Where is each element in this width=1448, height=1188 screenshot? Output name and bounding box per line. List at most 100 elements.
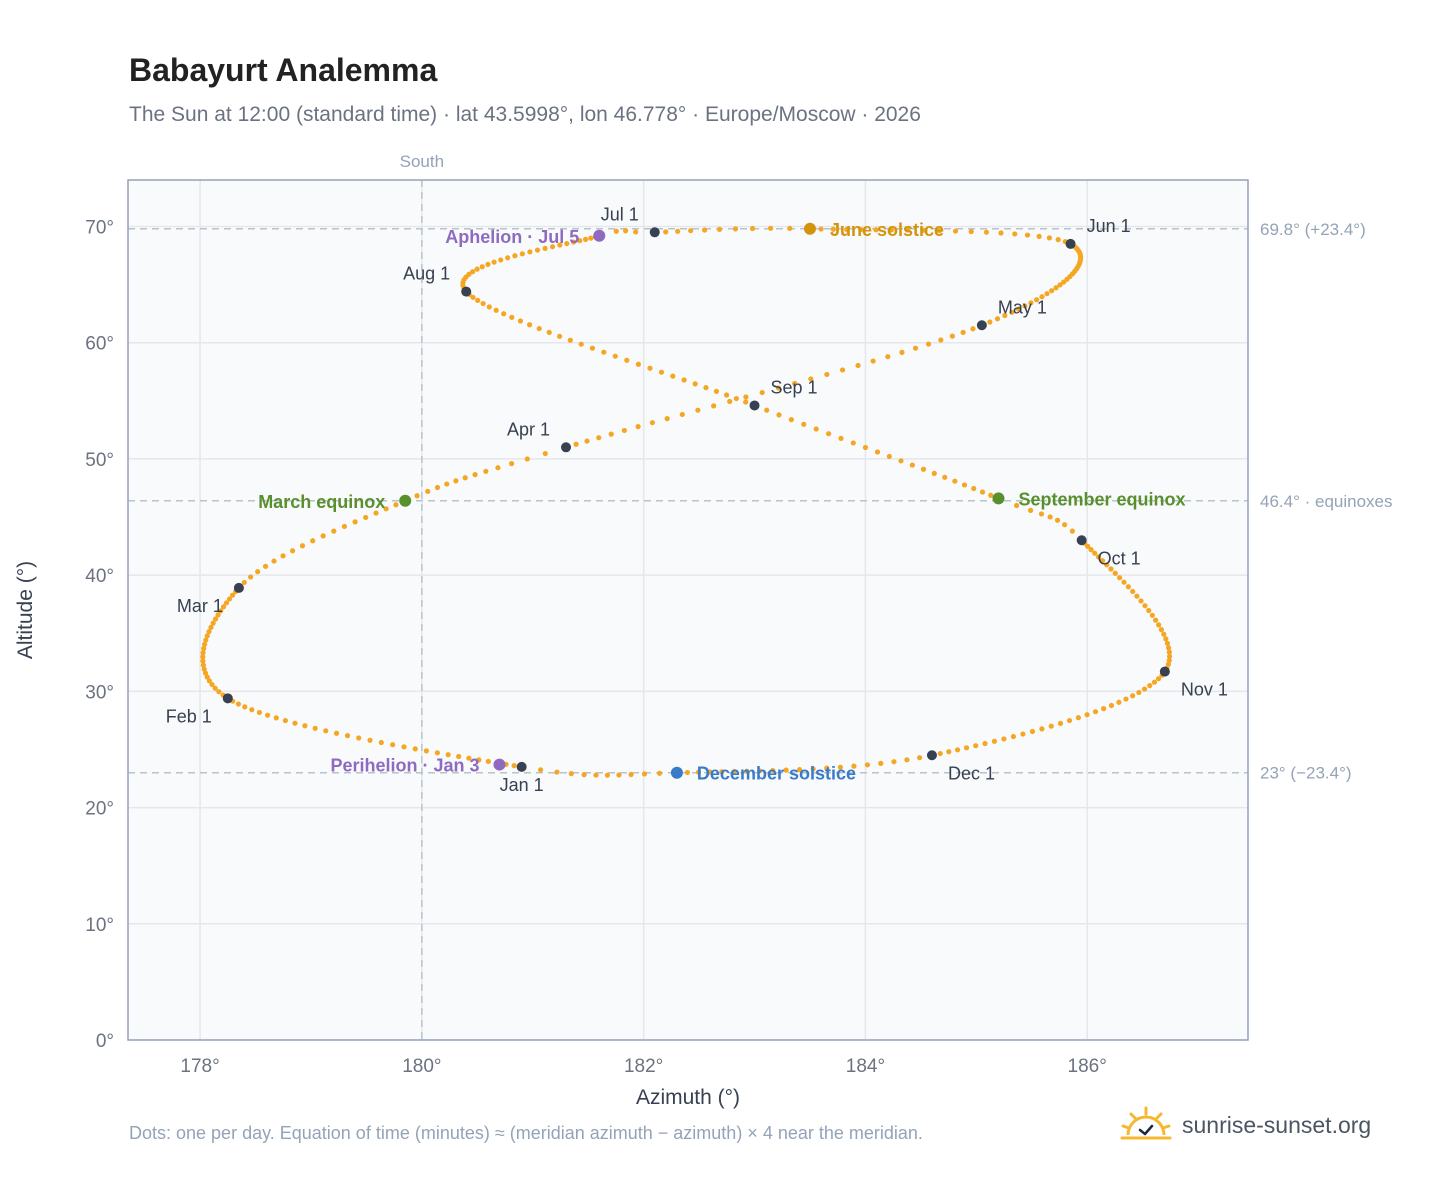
daily-sun-dot bbox=[491, 259, 497, 265]
daily-sun-dot bbox=[557, 333, 563, 339]
month-marker-label: May 1 bbox=[998, 297, 1047, 317]
daily-sun-dot bbox=[526, 322, 533, 328]
daily-sun-dot bbox=[390, 742, 396, 748]
daily-sun-dot bbox=[352, 519, 358, 525]
daily-sun-dot bbox=[1069, 528, 1075, 534]
daily-sun-dot bbox=[707, 769, 713, 775]
daily-sun-dot bbox=[844, 226, 850, 233]
daily-sun-dot bbox=[593, 772, 599, 778]
daily-sun-dot bbox=[909, 462, 915, 468]
daily-sun-dot bbox=[292, 720, 298, 726]
daily-sun-dot bbox=[564, 240, 570, 247]
daily-sun-dot bbox=[936, 228, 943, 234]
daily-sun-dot bbox=[511, 763, 517, 769]
daily-sun-dot bbox=[414, 493, 420, 499]
daily-sun-dot bbox=[557, 242, 563, 248]
daily-sun-dot bbox=[850, 440, 856, 446]
daily-sun-dot bbox=[542, 245, 548, 251]
daily-sun-dot bbox=[1039, 294, 1045, 300]
daily-sun-dot bbox=[604, 772, 611, 778]
daily-sun-dot bbox=[1156, 622, 1162, 628]
daily-sun-dot bbox=[613, 228, 619, 234]
daily-sun-dot bbox=[1048, 723, 1054, 729]
daily-sun-dot bbox=[445, 752, 451, 758]
daily-sun-dot bbox=[542, 450, 548, 457]
x-tick-label: 182° bbox=[624, 1056, 663, 1077]
daily-sun-dot bbox=[656, 770, 663, 776]
daily-sun-dot bbox=[931, 470, 937, 476]
daily-sun-dot bbox=[731, 768, 737, 775]
daily-sun-dot bbox=[596, 435, 602, 441]
daily-sun-dot bbox=[501, 311, 507, 317]
daily-sun-dot bbox=[920, 227, 926, 233]
daily-sun-dot bbox=[280, 553, 286, 559]
daily-sun-dot bbox=[663, 229, 669, 235]
daily-sun-dot bbox=[1117, 575, 1123, 581]
daily-sun-dot bbox=[624, 357, 630, 363]
daily-sun-dot bbox=[1112, 570, 1118, 576]
daily-sun-dot bbox=[904, 227, 910, 233]
daily-sun-dot bbox=[341, 523, 348, 530]
month-marker-label: Apr 1 bbox=[507, 419, 550, 439]
daily-sun-dot bbox=[1163, 636, 1169, 642]
daily-sun-dot bbox=[1012, 231, 1018, 237]
daily-sun-dot bbox=[333, 730, 340, 736]
daily-sun-dot bbox=[249, 707, 255, 713]
daily-sun-dot bbox=[647, 365, 653, 371]
daily-sun-dot bbox=[925, 341, 932, 347]
daily-sun-dot bbox=[202, 670, 209, 676]
sun-logo-icon bbox=[1120, 1106, 1172, 1140]
daily-sun-dot bbox=[475, 297, 481, 303]
daily-sun-dot bbox=[1046, 235, 1053, 241]
daily-sun-dot bbox=[1147, 683, 1153, 689]
daily-sun-dot bbox=[472, 472, 478, 478]
daily-sun-dot bbox=[679, 411, 685, 418]
daily-sun-dot bbox=[204, 674, 210, 680]
daily-sun-dot bbox=[1027, 507, 1034, 513]
daily-sun-dot bbox=[1151, 679, 1158, 685]
daily-sun-dot bbox=[505, 255, 511, 261]
daily-sun-dot bbox=[568, 771, 574, 777]
daily-sun-dot bbox=[310, 538, 316, 544]
daily-sun-dot bbox=[1024, 232, 1031, 238]
daily-sun-dot bbox=[635, 361, 641, 367]
brand-logo[interactable]: sunrise-sunset.org bbox=[1120, 1100, 1371, 1150]
daily-sun-dot bbox=[810, 766, 816, 772]
daily-sun-dot bbox=[212, 685, 218, 691]
daily-sun-dot bbox=[855, 362, 861, 369]
y-tick-label: 50° bbox=[85, 450, 114, 471]
month-marker-dot bbox=[561, 442, 572, 453]
daily-sun-dot bbox=[289, 548, 296, 554]
daily-sun-dot bbox=[229, 592, 236, 598]
daily-sun-dot bbox=[946, 749, 952, 755]
daily-sun-dot bbox=[830, 226, 836, 232]
daily-sun-dot bbox=[582, 236, 589, 242]
daily-sun-dot bbox=[1146, 607, 1152, 614]
daily-sun-dot bbox=[485, 261, 491, 267]
axis-ticks: 178° 180° 182° 184° 186° 0° 10° 20° 30° 40° 50° 60°… bbox=[85, 217, 1107, 1077]
daily-sun-dot bbox=[1053, 285, 1059, 291]
daily-sun-dot bbox=[732, 226, 739, 232]
daily-sun-dot bbox=[573, 441, 579, 447]
daily-sun-dot bbox=[534, 247, 541, 253]
daily-sun-dot bbox=[886, 453, 892, 460]
x-tick-label: 178° bbox=[180, 1056, 219, 1077]
daily-sun-dot bbox=[204, 633, 210, 639]
daily-sun-dot bbox=[744, 768, 750, 774]
daily-sun-dot bbox=[1116, 699, 1122, 705]
meridian-label: South bbox=[400, 152, 444, 171]
daily-sun-dot bbox=[764, 407, 770, 413]
daily-sun-dot bbox=[733, 395, 739, 402]
plot-background bbox=[128, 180, 1248, 1040]
daily-sun-dot bbox=[858, 226, 864, 233]
daily-sun-dot bbox=[874, 449, 881, 455]
daily-sun-dot bbox=[476, 757, 482, 763]
altitude-reference-label: 23° (−23.4°) bbox=[1260, 764, 1352, 783]
altitude-reference-label: 46.4° · equinoxes bbox=[1260, 492, 1393, 511]
daily-sun-dot bbox=[1054, 517, 1061, 523]
daily-sun-dot bbox=[775, 385, 782, 391]
daily-sun-dot bbox=[570, 239, 577, 245]
daily-sun-dot bbox=[1095, 554, 1102, 560]
daily-sun-dot bbox=[1092, 550, 1098, 556]
y-tick-label: 0° bbox=[96, 1031, 114, 1052]
